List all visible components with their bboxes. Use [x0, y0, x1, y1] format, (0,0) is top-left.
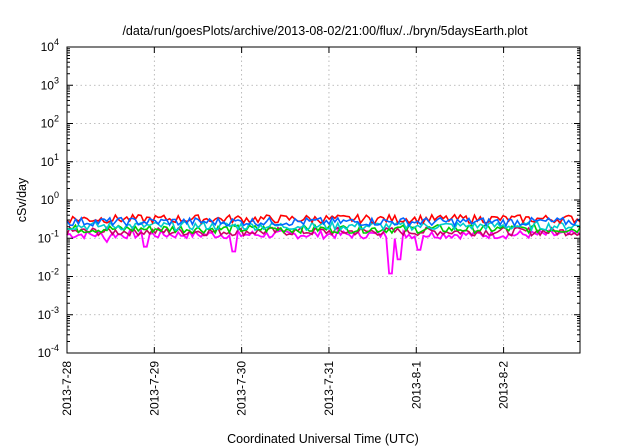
y-tick-label: 10-4	[38, 343, 59, 360]
x-axis-label: Coordinated Universal Time (UTC)	[227, 432, 419, 446]
x-tick-label: 2013-7-31	[322, 361, 336, 416]
y-axis-label: cSv/day	[15, 177, 29, 222]
y-tick-label: 102	[41, 114, 59, 131]
series-line	[66, 222, 581, 235]
series-line	[66, 216, 581, 228]
x-tick-label: 2013-7-29	[147, 361, 161, 416]
y-axis: 104 103 102 101 100 10-1 10-2 10-3 10-4	[38, 37, 580, 360]
x-tick-label: 2013-8-2	[497, 361, 511, 409]
series-line	[66, 227, 581, 275]
x-axis: 2013-7-28 2013-7-29 2013-7-30 2013-7-31 2013…	[60, 47, 511, 416]
x-tick-label: 2013-7-28	[60, 361, 74, 416]
chart-title: /data/run/goesPlots/archive/2013-08-02/2…	[122, 24, 528, 38]
y-tick-label: 103	[41, 75, 59, 92]
series-line	[66, 213, 581, 225]
y-tick-label: 101	[41, 152, 59, 169]
series-group	[66, 213, 581, 275]
y-tick-label: 10-3	[38, 305, 59, 322]
y-tick-label: 100	[41, 190, 59, 207]
y-tick-label: 104	[41, 37, 59, 54]
x-tick-label: 2013-8-1	[409, 361, 423, 409]
series-line	[66, 225, 581, 238]
y-tick-label: 10-2	[38, 267, 59, 284]
y-tick-label: 10-1	[38, 228, 59, 245]
x-tick-label: 2013-7-30	[235, 361, 249, 416]
grid	[67, 47, 580, 353]
